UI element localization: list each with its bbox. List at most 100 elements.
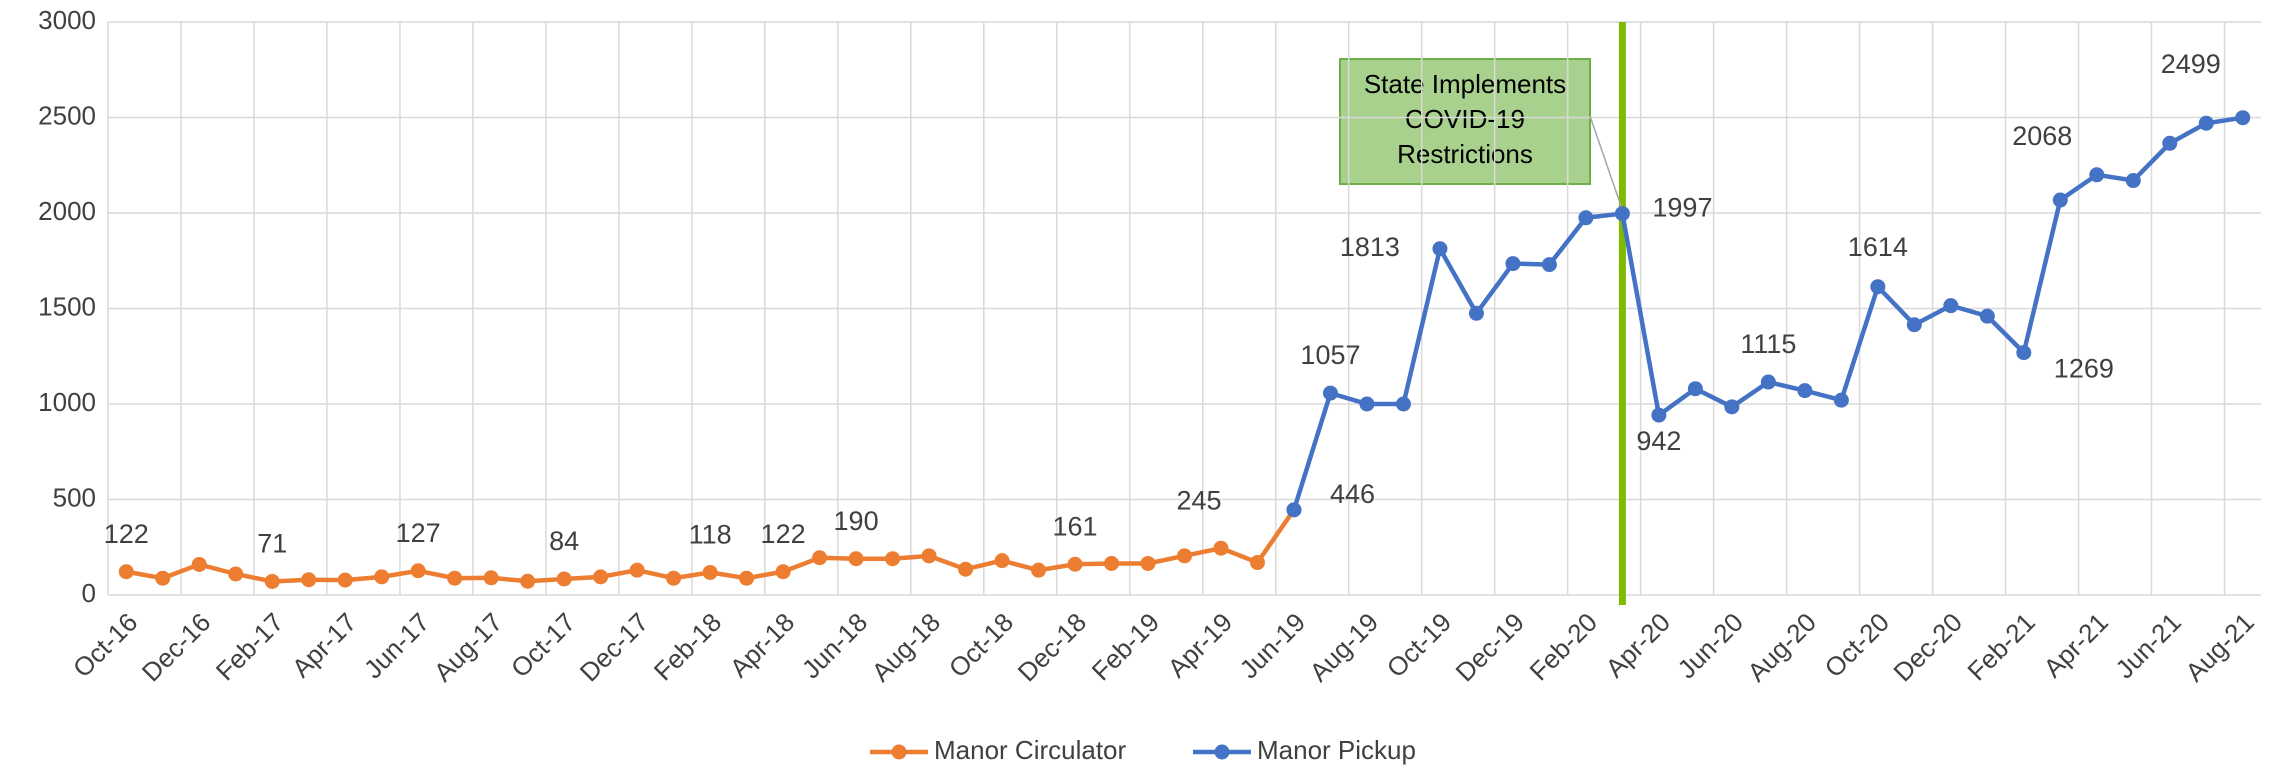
point bbox=[1286, 502, 1302, 518]
point bbox=[374, 569, 390, 585]
x-tick-label: Oct-19 bbox=[1381, 607, 1457, 683]
point bbox=[739, 570, 755, 586]
x-tick-label: Aug-18 bbox=[866, 607, 946, 687]
point bbox=[155, 570, 171, 586]
data-label: 1614 bbox=[1848, 232, 1908, 262]
point bbox=[2162, 135, 2178, 151]
x-tick-label: Dec-16 bbox=[136, 607, 216, 687]
point bbox=[1870, 279, 1886, 295]
point bbox=[337, 572, 353, 588]
point bbox=[2198, 115, 2214, 131]
legend-marker bbox=[1214, 744, 1230, 760]
point bbox=[2125, 173, 2141, 189]
point bbox=[1760, 374, 1776, 390]
x-tick-label: Aug-21 bbox=[2179, 607, 2259, 687]
x-tick-label: Oct-20 bbox=[1819, 607, 1895, 683]
x-tick-label: Apr-18 bbox=[724, 607, 800, 683]
data-label: 84 bbox=[549, 526, 579, 556]
data-label: 446 bbox=[1330, 479, 1375, 509]
point bbox=[1359, 396, 1375, 412]
point bbox=[921, 548, 937, 564]
point bbox=[2235, 110, 2251, 126]
data-label: 1115 bbox=[1740, 329, 1796, 359]
annotation-text: Restrictions bbox=[1397, 139, 1533, 169]
annotation-text: COVID-19 bbox=[1405, 104, 1525, 134]
x-tick-label: Feb-19 bbox=[1086, 607, 1165, 686]
x-tick-label: Apr-21 bbox=[2037, 607, 2113, 683]
x-tick-label: Dec-19 bbox=[1450, 607, 1530, 687]
y-tick-label: 3000 bbox=[38, 5, 96, 35]
legend-label: Manor Pickup bbox=[1257, 735, 1416, 765]
point bbox=[1104, 555, 1120, 571]
point bbox=[1505, 256, 1521, 272]
x-tick-label: Jun-17 bbox=[358, 607, 435, 684]
annotation-connector bbox=[1589, 115, 1624, 211]
point bbox=[1067, 556, 1083, 572]
y-tick-label: 500 bbox=[53, 482, 96, 512]
x-tick-label: Feb-20 bbox=[1524, 607, 1603, 686]
x-tick-label: Oct-16 bbox=[67, 607, 143, 683]
point bbox=[958, 561, 974, 577]
y-tick-label: 2500 bbox=[38, 100, 96, 130]
x-tick-label: Jun-20 bbox=[1672, 607, 1749, 684]
x-tick-label: Dec-17 bbox=[574, 607, 654, 687]
x-tick-label: Oct-17 bbox=[505, 607, 581, 683]
data-label: 2499 bbox=[2161, 49, 2221, 79]
data-label: 1997 bbox=[1652, 193, 1712, 223]
legend-label: Manor Circulator bbox=[934, 735, 1127, 765]
point bbox=[666, 570, 682, 586]
point bbox=[1724, 399, 1740, 415]
data-label: 127 bbox=[396, 518, 441, 548]
point bbox=[1213, 540, 1229, 556]
point bbox=[483, 570, 499, 586]
y-tick-label: 1500 bbox=[38, 291, 96, 321]
point bbox=[2089, 167, 2105, 183]
point bbox=[118, 564, 134, 580]
point bbox=[994, 553, 1010, 569]
data-label: 71 bbox=[257, 529, 287, 559]
x-tick-label: Jun-18 bbox=[796, 607, 873, 684]
point bbox=[410, 563, 426, 579]
data-label: 122 bbox=[104, 519, 149, 549]
x-tick-label: Aug-17 bbox=[428, 607, 508, 687]
point bbox=[885, 551, 901, 567]
x-tick-label: Aug-20 bbox=[1741, 607, 1821, 687]
x-tick-label: Feb-21 bbox=[1961, 607, 2040, 686]
y-tick-label: 0 bbox=[82, 578, 96, 608]
y-tick-label: 2000 bbox=[38, 196, 96, 226]
point bbox=[775, 564, 791, 580]
x-tick-label: Apr-20 bbox=[1600, 607, 1676, 683]
y-tick-label: 1000 bbox=[38, 387, 96, 417]
data-label: 190 bbox=[834, 506, 879, 536]
point bbox=[1651, 407, 1667, 423]
point bbox=[2052, 192, 2068, 208]
point bbox=[593, 569, 609, 585]
point bbox=[1249, 555, 1265, 571]
data-label: 245 bbox=[1176, 485, 1221, 515]
data-label: 942 bbox=[1636, 426, 1681, 456]
x-tick-label: Apr-19 bbox=[1162, 607, 1238, 683]
point bbox=[1833, 392, 1849, 408]
x-tick-label: Feb-17 bbox=[210, 607, 289, 686]
point bbox=[556, 571, 572, 587]
data-label: 1813 bbox=[1340, 232, 1400, 262]
data-label: 1269 bbox=[2054, 354, 2114, 384]
point bbox=[1687, 381, 1703, 397]
point bbox=[301, 572, 317, 588]
point bbox=[1541, 257, 1557, 273]
x-tick-label: Jun-19 bbox=[1234, 607, 1311, 684]
data-label: 161 bbox=[1052, 511, 1097, 541]
point bbox=[1906, 317, 1922, 333]
point bbox=[264, 573, 280, 589]
point bbox=[2016, 345, 2032, 361]
point bbox=[1140, 555, 1156, 571]
x-tick-label: Jun-21 bbox=[2109, 607, 2186, 684]
x-tick-label: Aug-19 bbox=[1304, 607, 1384, 687]
point bbox=[1177, 548, 1192, 564]
data-label: 122 bbox=[761, 519, 806, 549]
point bbox=[812, 550, 828, 566]
point bbox=[1614, 206, 1630, 222]
point bbox=[848, 551, 864, 567]
data-label: 118 bbox=[689, 520, 732, 550]
